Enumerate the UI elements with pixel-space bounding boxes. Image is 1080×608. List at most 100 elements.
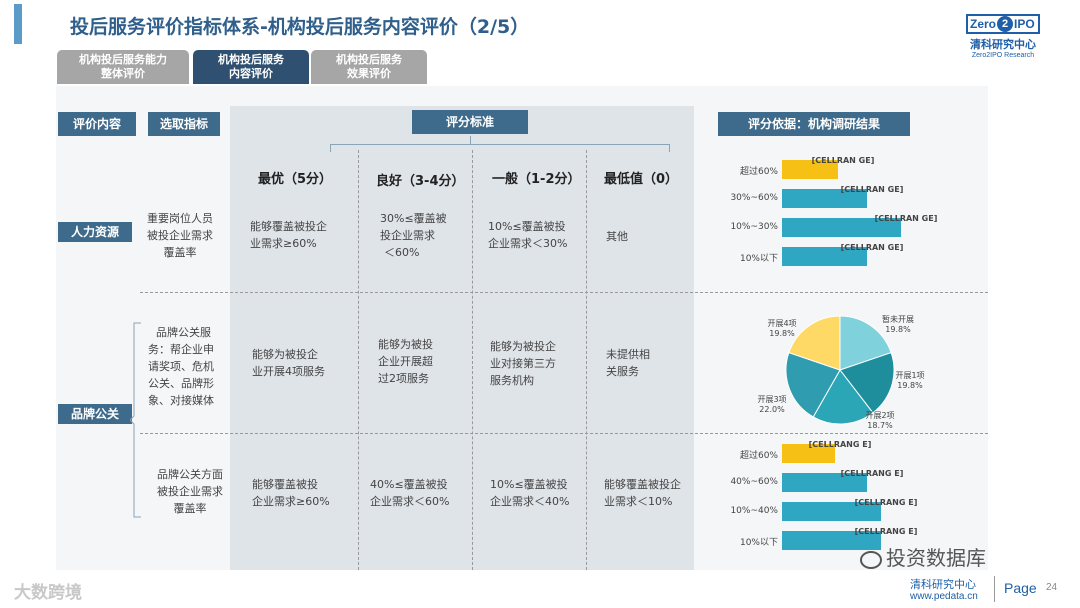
bar-mark — [782, 189, 867, 208]
pie-slice-value: 18.7% — [867, 421, 893, 430]
criteria-line: 能够覆盖被投企 — [250, 220, 327, 233]
tab-label-line1: 机构投后服务 — [218, 53, 284, 66]
tab-label-line1: 机构投后服务 — [336, 53, 402, 66]
bar-mark — [782, 531, 881, 550]
criteria-line: 能够为被投企 — [490, 340, 556, 353]
bar-category-label: 10%以下 — [739, 538, 778, 548]
column-separator — [586, 150, 587, 570]
bar-data-label: [CELLRAN GE] — [811, 156, 875, 165]
criteria-line: 能够为被投企 — [252, 348, 318, 361]
indicator-line: 公关、品牌形 — [148, 377, 214, 390]
category-label-hr: 人力资源 — [58, 222, 132, 242]
criteria-cell: 10%≤覆盖被投 企业需求＜30% — [488, 218, 567, 252]
logo-brand-two: 2 — [997, 16, 1014, 32]
criteria-line: 能够覆盖被投 — [252, 478, 318, 491]
footer-separator — [994, 576, 995, 602]
logo-cn-text: 清科研究中心 — [970, 38, 1036, 51]
indicator-line: 请奖项、危机 — [148, 360, 214, 373]
bar-category-label: 10%以下 — [739, 254, 778, 264]
indicator-line: 覆盖率 — [163, 246, 197, 259]
criteria-line: 企业需求＜30% — [488, 237, 568, 250]
title-accent-bar — [14, 4, 22, 44]
header-selected-indicator: 选取指标 — [148, 112, 220, 136]
criteria-line: 10%≤覆盖被投 — [488, 220, 566, 233]
footer-brand-text: 大数跨境 — [14, 583, 82, 603]
criteria-line: 10%≤覆盖被投 — [490, 478, 568, 491]
tab-effect-evaluation[interactable]: 机构投后服务 效果评价 — [311, 50, 427, 84]
bar-category-label: 超过60% — [739, 451, 778, 461]
pie-slice — [785, 351, 841, 418]
footer-url[interactable]: www.pedata.cn — [910, 591, 978, 602]
criteria-line: 企业开展超 — [378, 355, 433, 368]
indicator-line: 象、对接媒体 — [148, 394, 214, 407]
bar-mark — [782, 160, 838, 179]
tab-content-evaluation[interactable]: 机构投后服务 内容评价 — [193, 50, 309, 84]
criteria-cell: 能够覆盖被投 企业需求≥60% — [252, 476, 330, 510]
category-label-brand: 品牌公关 — [58, 404, 132, 424]
pie-slice-label: 开展3项 — [757, 395, 786, 404]
brand-coverage-bar-chart: 超过60% [CELLRANG E] 40%~60% [CELLRANG E] 10%~… — [720, 440, 980, 560]
criteria-line: 能够为被投 — [378, 338, 433, 351]
bar-data-label: [CELLRANG E] — [840, 469, 904, 478]
bar-category-label: 40%~60% — [730, 477, 778, 487]
criteria-cell: 40%≤覆盖被投 企业需求＜60% — [370, 476, 449, 510]
criteria-line: 40%≤覆盖被投 — [370, 478, 448, 491]
watermark-text: 投资数据库 — [860, 542, 986, 571]
pie-slice-value: 22.0% — [759, 405, 785, 414]
bar-category-label: 10%~30% — [730, 222, 778, 232]
criteria-line: 过2项服务 — [378, 372, 429, 385]
criteria-line: 服务机构 — [490, 374, 534, 387]
footer-org-name: 清科研究中心 — [910, 578, 976, 591]
criteria-cell: 能够为被投企 业对接第三方 服务机构 — [490, 338, 556, 389]
column-header-lowest: 最低值（0） — [604, 172, 679, 187]
pie-slice-label: 暂未开展 — [882, 314, 914, 324]
criteria-line: ＜60% — [384, 246, 420, 259]
criteria-line: 企业需求＜60% — [370, 495, 450, 508]
criteria-line: 业需求＜10% — [604, 495, 673, 508]
logo-mark: Zero 2 IPO — [966, 14, 1040, 34]
criteria-line: 未提供相 — [606, 348, 650, 361]
criteria-line: 企业需求≥60% — [252, 495, 330, 508]
bar-mark — [782, 444, 835, 463]
logo-en-text: Zero2IPO Research — [971, 52, 1035, 59]
footer-page-label: Page — [1004, 580, 1037, 596]
watermark-label: 投资数据库 — [886, 546, 986, 570]
tab-overall-evaluation[interactable]: 机构投后服务能力 整体评价 — [57, 50, 189, 84]
row-separator — [140, 292, 988, 293]
bar-data-label: [CELLRANG E] — [808, 440, 872, 449]
bar-data-label: [CELLRANG E] — [854, 498, 918, 507]
criteria-cell: 未提供相 关服务 — [606, 346, 650, 380]
bar-mark — [782, 247, 867, 266]
column-header-average: 一般（1-2分） — [492, 172, 581, 187]
criteria-brace-tick — [470, 136, 471, 144]
bar-data-label: [CELLRAN GE] — [874, 214, 938, 223]
criteria-line: 业开展4项服务 — [252, 365, 325, 378]
bar-data-label: [CELLRAN GE] — [840, 185, 904, 194]
column-separator — [358, 150, 359, 570]
pie-slice — [839, 351, 895, 414]
page-title: 投后服务评价指标体系-机构投后服务内容评价（2/5） — [70, 16, 530, 38]
pie-slice-label: 开展1项 — [895, 371, 924, 380]
bar-data-label: [CELLRAN GE] — [840, 243, 904, 252]
column-header-best: 最优（5分） — [258, 172, 333, 187]
tab-label-line2: 内容评价 — [229, 67, 273, 80]
indicator-brand-coverage: 品牌公关方面 被投企业需求 覆盖率 — [148, 466, 232, 517]
criteria-cell: 其他 — [606, 228, 628, 245]
indicator-line: 被投企业需求 — [147, 229, 213, 242]
brand-rows-bracket — [130, 322, 141, 518]
zero2ipo-logo: Zero 2 IPO 清科研究中心 Zero2IPO Research — [966, 14, 1040, 59]
header-scoring-criteria: 评分标准 — [412, 110, 528, 134]
criteria-line: 30%≤覆盖被 — [380, 212, 447, 225]
footer-page-number: 24 — [1046, 582, 1058, 593]
pie-slice-value: 19.8% — [897, 381, 923, 390]
criteria-cell: 能够覆盖被投企 业需求≥60% — [250, 218, 327, 252]
pie-slice — [812, 369, 874, 425]
bar-category-label: 30%~60% — [730, 193, 778, 203]
bar-mark — [782, 473, 867, 492]
wechat-icon — [860, 550, 882, 569]
brand-service-pie-chart: 暂未开展19.8%开展1项19.8%开展2项18.7%开展3项22.0%开展4项… — [757, 314, 924, 430]
bar-data-label: [CELLRANG E] — [854, 527, 918, 536]
indicator-line: 覆盖率 — [173, 502, 207, 515]
tab-label-line2: 效果评价 — [347, 67, 391, 80]
row-separator — [140, 433, 988, 434]
